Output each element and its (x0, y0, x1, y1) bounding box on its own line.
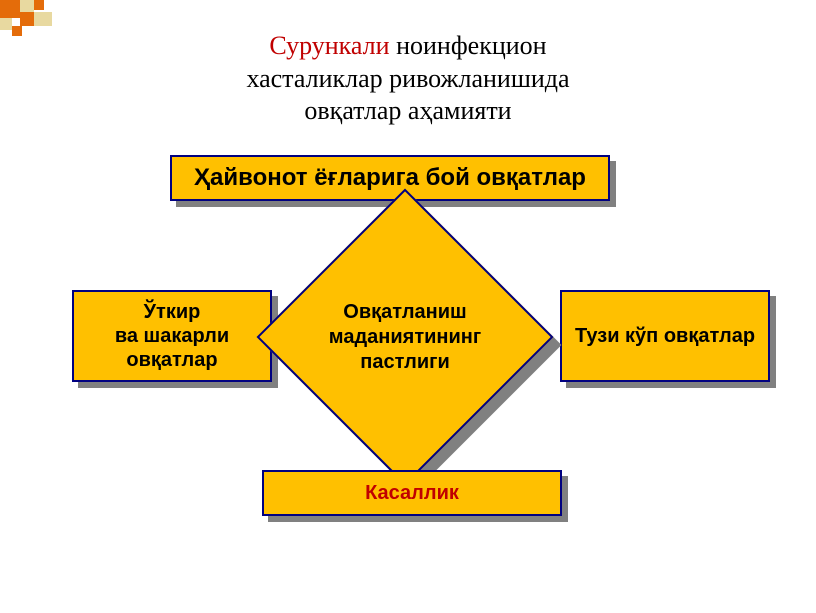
title-word-red: Сурункали (269, 31, 389, 60)
diamond-center: Овқатланишмаданиятинингпастлиги (300, 232, 510, 442)
deco-square (0, 18, 12, 30)
box-bottom: Касаллик (262, 470, 562, 516)
deco-square (34, 0, 44, 10)
deco-square (20, 12, 34, 26)
title-line1-rest: ноинфекцион (390, 31, 547, 60)
box-top: Ҳайвонот ёғларига бой овқатлар (170, 155, 610, 201)
title-line3: овқатлар аҳамияти (304, 96, 511, 125)
deco-square (34, 12, 52, 26)
diamond-text: Овқатланишмаданиятинингпастлиги (280, 232, 530, 442)
box-left: Ўткирва шакарлиовқатлар (72, 290, 272, 382)
deco-square (0, 0, 20, 18)
box-bottom-text: Касаллик (365, 481, 459, 505)
box-right-text: Тузи кўп овқатлар (575, 324, 755, 348)
box-left-text: Ўткирва шакарлиовқатлар (115, 300, 229, 372)
deco-square (20, 0, 34, 12)
slide-title: Сурункали ноинфекцион хасталиклар ривожл… (0, 30, 816, 128)
box-right: Тузи кўп овқатлар (560, 290, 770, 382)
box-top-text: Ҳайвонот ёғларига бой овқатлар (194, 164, 586, 193)
title-line2: хасталиклар ривожланишида (246, 64, 569, 93)
